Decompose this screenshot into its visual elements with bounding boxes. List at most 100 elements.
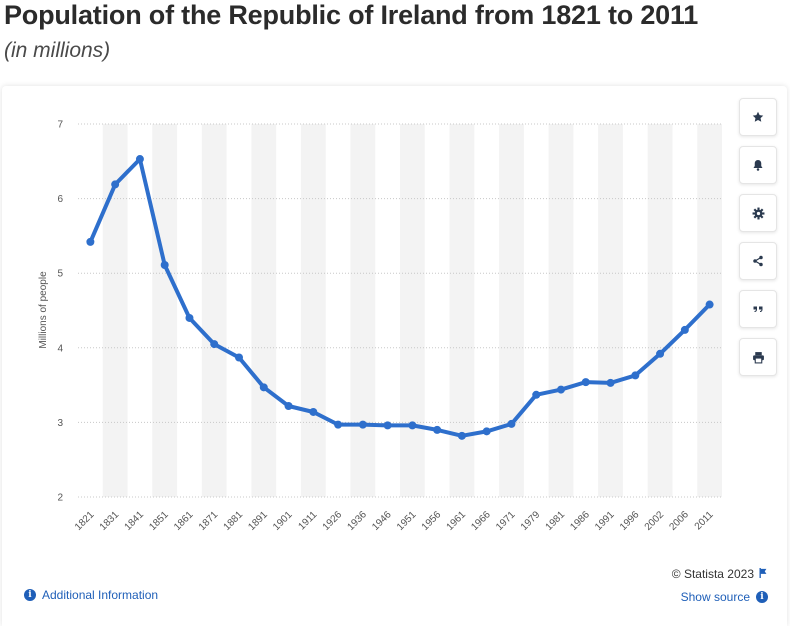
x-tick-label: 1851 <box>147 509 171 533</box>
data-point[interactable] <box>86 237 95 246</box>
data-point[interactable] <box>631 371 640 380</box>
x-tick-label: 1986 <box>568 509 592 533</box>
x-tick-label: 1951 <box>395 509 419 533</box>
y-tick-label: 4 <box>57 343 63 354</box>
additional-information-label: Additional Information <box>42 588 159 602</box>
quote-icon <box>753 306 763 312</box>
data-point[interactable] <box>507 419 516 428</box>
column-band <box>102 124 128 497</box>
printer-icon <box>752 351 764 363</box>
cite-button[interactable] <box>739 290 777 328</box>
chart-title: Population of the Republic of Ireland fr… <box>4 0 699 30</box>
series-line <box>88 157 712 438</box>
data-point[interactable] <box>383 421 392 430</box>
print-button[interactable] <box>739 338 777 376</box>
x-tick-label: 2006 <box>667 509 691 533</box>
data-point[interactable] <box>235 353 243 362</box>
x-tick-label: 1979 <box>519 509 543 533</box>
x-tick-label: 1821 <box>73 509 97 533</box>
data-point[interactable] <box>606 378 615 387</box>
x-tick-label: 1881 <box>222 509 246 533</box>
y-tick-label: 3 <box>57 418 63 429</box>
data-point[interactable] <box>557 385 565 394</box>
x-tick-label: 1926 <box>321 509 345 533</box>
x-tick-label: 1831 <box>98 509 122 533</box>
data-point[interactable] <box>705 300 714 309</box>
x-tick-label: 1891 <box>246 509 270 533</box>
column-band <box>548 124 574 497</box>
data-point[interactable] <box>259 383 268 392</box>
column-band <box>400 124 425 497</box>
data-point[interactable] <box>457 431 466 440</box>
column-band <box>449 124 475 497</box>
chart-subtitle: (in millions) <box>4 39 111 62</box>
x-tick-label: 2011 <box>693 509 716 532</box>
x-tick-label: 2002 <box>643 509 667 533</box>
y-axis-label: Millions of people <box>38 271 49 349</box>
notification-button[interactable] <box>739 146 777 184</box>
data-point[interactable] <box>433 425 442 434</box>
data-point[interactable] <box>210 340 219 349</box>
column-band <box>499 124 524 497</box>
x-tick-label: 1971 <box>494 509 518 533</box>
y-axis-ticks: 2 3 4 5 6 7 <box>57 120 63 504</box>
data-point[interactable] <box>160 260 169 269</box>
x-tick-label: 1861 <box>172 509 196 533</box>
data-point[interactable] <box>408 421 417 430</box>
settings-button[interactable] <box>739 194 777 232</box>
data-point[interactable] <box>532 390 541 399</box>
data-point[interactable] <box>358 420 367 429</box>
column-bands <box>102 124 722 497</box>
info-icon: i <box>756 591 768 603</box>
copyright: © Statista 2023 <box>672 567 768 581</box>
data-point[interactable] <box>334 420 343 429</box>
y-tick-label: 5 <box>57 269 63 280</box>
column-band <box>251 124 277 497</box>
star-icon <box>752 111 764 122</box>
x-tick-label: 1946 <box>370 509 394 533</box>
favorite-button[interactable] <box>739 98 777 136</box>
data-points <box>86 155 714 440</box>
x-tick-label: 1936 <box>345 509 369 533</box>
show-source-label: Show source <box>680 590 750 604</box>
x-axis-ticks: 1821 1831 1841 1851 1861 1871 1881 1891 1901 1911… <box>73 509 716 533</box>
y-tick-label: 2 <box>57 493 63 504</box>
chart-toolbar <box>739 98 777 386</box>
data-point[interactable] <box>656 349 665 358</box>
column-band <box>300 124 326 497</box>
x-tick-label: 1991 <box>593 509 617 533</box>
x-tick-label: 1966 <box>469 509 493 533</box>
share-icon <box>753 255 763 267</box>
data-point[interactable] <box>482 427 491 436</box>
gear-icon <box>752 207 764 219</box>
flag-icon[interactable] <box>759 567 768 581</box>
x-tick-label: 1911 <box>296 509 319 532</box>
info-icon: i <box>24 589 36 601</box>
bell-icon <box>753 160 763 171</box>
x-tick-label: 1961 <box>445 509 469 533</box>
x-tick-label: 1981 <box>544 509 568 533</box>
y-tick-label: 6 <box>57 194 63 205</box>
additional-information-link[interactable]: i Additional Information <box>24 588 158 602</box>
column-band <box>647 124 673 497</box>
gridlines <box>78 123 722 498</box>
data-point[interactable] <box>680 325 689 334</box>
column-band <box>201 124 227 497</box>
share-button[interactable] <box>739 242 777 280</box>
x-tick-label: 1871 <box>197 509 221 533</box>
x-tick-label: 1956 <box>420 509 444 533</box>
data-point[interactable] <box>284 401 293 410</box>
show-source-link[interactable]: Show source i <box>681 590 768 604</box>
column-band <box>697 124 722 497</box>
x-tick-label: 1841 <box>123 509 147 533</box>
data-point[interactable] <box>581 378 590 387</box>
x-tick-label: 1901 <box>271 509 295 533</box>
data-point[interactable] <box>309 407 318 416</box>
data-point[interactable] <box>111 180 120 189</box>
column-band <box>152 124 178 497</box>
data-point[interactable] <box>135 155 144 164</box>
data-point[interactable] <box>185 313 194 322</box>
y-tick-label: 7 <box>57 120 63 131</box>
column-band <box>350 124 376 497</box>
